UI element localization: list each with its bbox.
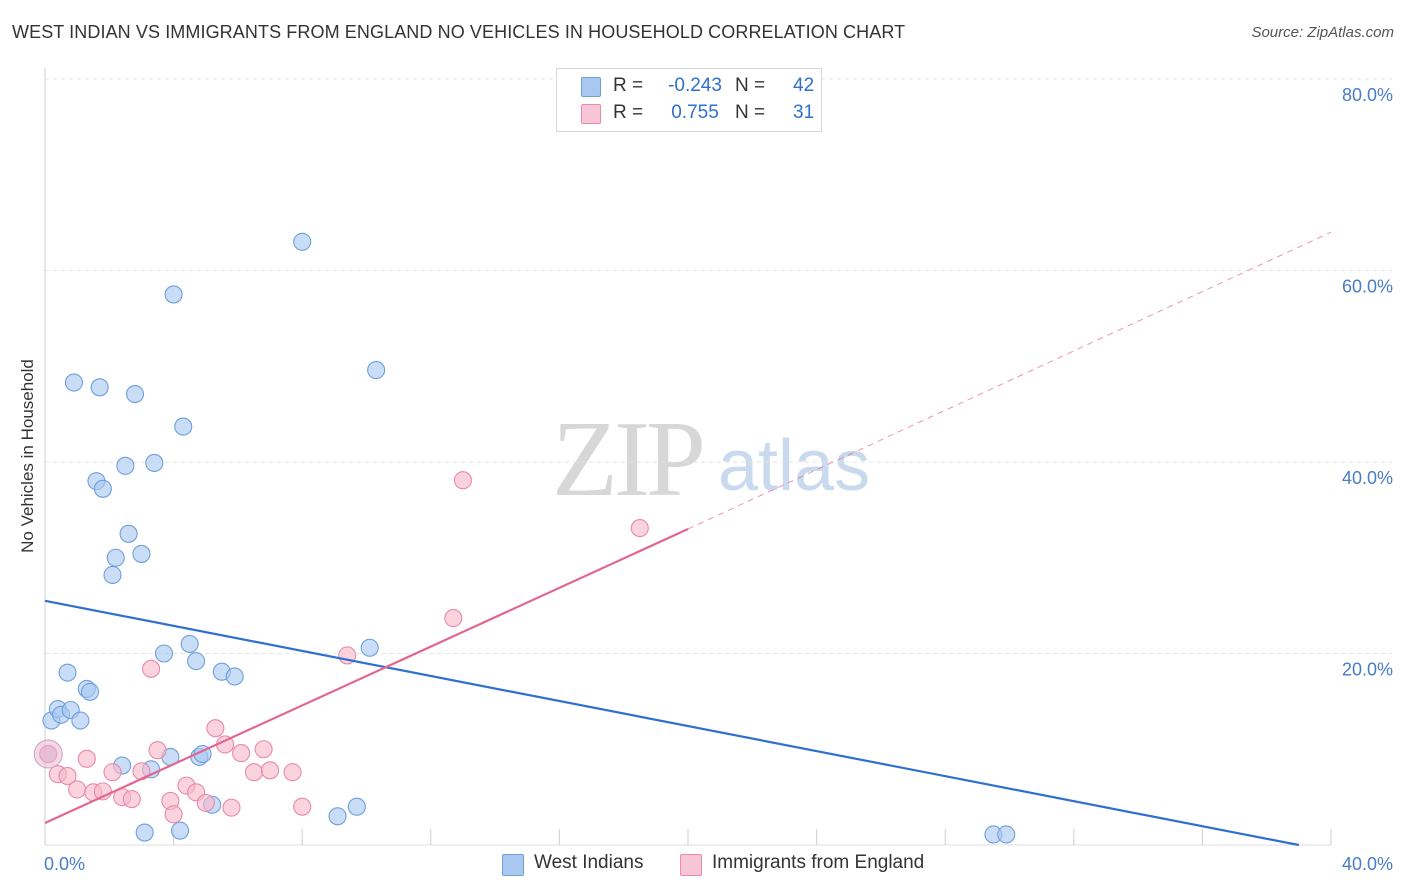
immigrants-england-point (77, 749, 96, 768)
immigrants-england-point (293, 797, 312, 816)
immigrants-england-point (453, 471, 473, 490)
y-tick-label: 20.0% (1342, 660, 1393, 680)
bottom-legend-swatch-immigrants-england (680, 854, 702, 876)
west-indians-point (347, 797, 366, 816)
legend-n-value: 31 (793, 102, 815, 123)
west-indians-point (125, 384, 145, 404)
west-indians-point (106, 548, 125, 567)
immigrants-england-point (196, 793, 215, 812)
y-tick-label: 40.0% (1342, 468, 1393, 488)
west-indians-point (116, 456, 135, 475)
legend-n-value: 42 (793, 75, 815, 96)
immigrants-england-point (103, 763, 122, 782)
west-indians-point (58, 663, 77, 682)
legend-n-label: N = (735, 102, 766, 123)
west-indians-point (119, 524, 138, 543)
immigrants-england-point (164, 805, 183, 824)
immigrants-england-point (260, 761, 280, 780)
overlap-point (33, 739, 63, 769)
west-indians-point (145, 453, 164, 473)
chart-title: WEST INDIAN VS IMMIGRANTS FROM ENGLAND N… (12, 22, 906, 42)
watermark-zip: ZIP (552, 400, 706, 519)
bottom-legend-label: West Indians (534, 852, 644, 873)
y-tick-label: 80.0% (1342, 85, 1393, 105)
west-indians-point (93, 479, 112, 498)
immigrants-england-point (254, 740, 273, 759)
immigrants-england-trend-line (44, 528, 689, 824)
west-indians-point (164, 285, 183, 304)
immigrants-england-point (630, 519, 649, 538)
west-indians-point (71, 711, 90, 730)
west-indians-point (225, 667, 244, 686)
legend-swatch-west-indians (581, 77, 601, 97)
y-tick-label: 60.0% (1342, 277, 1393, 297)
west-indians-point (80, 682, 100, 701)
grid-lines (45, 78, 1392, 654)
bottom-legend-swatch-west-indians (502, 854, 524, 876)
immigrants-england-point (444, 609, 463, 628)
west-indians-point (293, 232, 312, 251)
immigrants-england-point (222, 798, 241, 817)
west-indians-point (360, 638, 379, 657)
west-indians-point (103, 565, 122, 585)
west-indians-trend-line (44, 599, 1300, 847)
west-indians-point (180, 634, 199, 653)
axes (44, 68, 1332, 846)
x-tick-label: 40.0% (1342, 854, 1393, 874)
west-indians-point (90, 378, 109, 397)
immigrants-england-point (68, 780, 87, 799)
watermark-atlas: atlas (718, 426, 871, 506)
x-tick-label: 0.0% (44, 854, 85, 874)
west-indians-point (187, 652, 206, 671)
legend-r-value: 0.755 (671, 102, 719, 123)
legend-r-value: -0.243 (668, 75, 722, 96)
trend-lines (44, 231, 1332, 847)
immigrants-england-point (142, 659, 161, 678)
west-indians-point (367, 361, 386, 380)
bottom-legend-label: Immigrants from England (712, 852, 925, 873)
immigrants-england-point (206, 719, 225, 738)
west-indians-point (170, 821, 190, 840)
immigrants-england-point (283, 763, 302, 782)
tick-labels: 20.0% 40.0% 60.0% 80.0% 0.0% 40.0% (44, 85, 1393, 874)
west-indians-point (328, 807, 347, 826)
immigrants-england-point (244, 763, 264, 782)
immigrants-england-point (232, 744, 251, 763)
legend-r-label: R = (613, 75, 644, 96)
immigrants-england-point (122, 789, 141, 809)
data-points (33, 232, 1016, 844)
west-indians-point (154, 644, 174, 663)
source-label: Source: ZipAtlas.com (1251, 24, 1394, 41)
west-indians-point (64, 373, 83, 392)
west-indians-point (997, 825, 1016, 844)
legend-r-label: R = (613, 102, 644, 123)
west-indians-point (174, 417, 193, 436)
immigrants-england-point (148, 741, 167, 760)
legend-n-label: N = (735, 75, 766, 96)
west-indians-point (132, 544, 151, 563)
correlation-legend: R = -0.243 N = 42 R = 0.755 N = 31 (556, 68, 822, 132)
west-indians-point (135, 823, 154, 842)
immigrants-england-trend-extension (687, 231, 1332, 530)
legend-swatch-immigrants-england (581, 104, 601, 124)
immigrants-england-point (58, 767, 77, 786)
